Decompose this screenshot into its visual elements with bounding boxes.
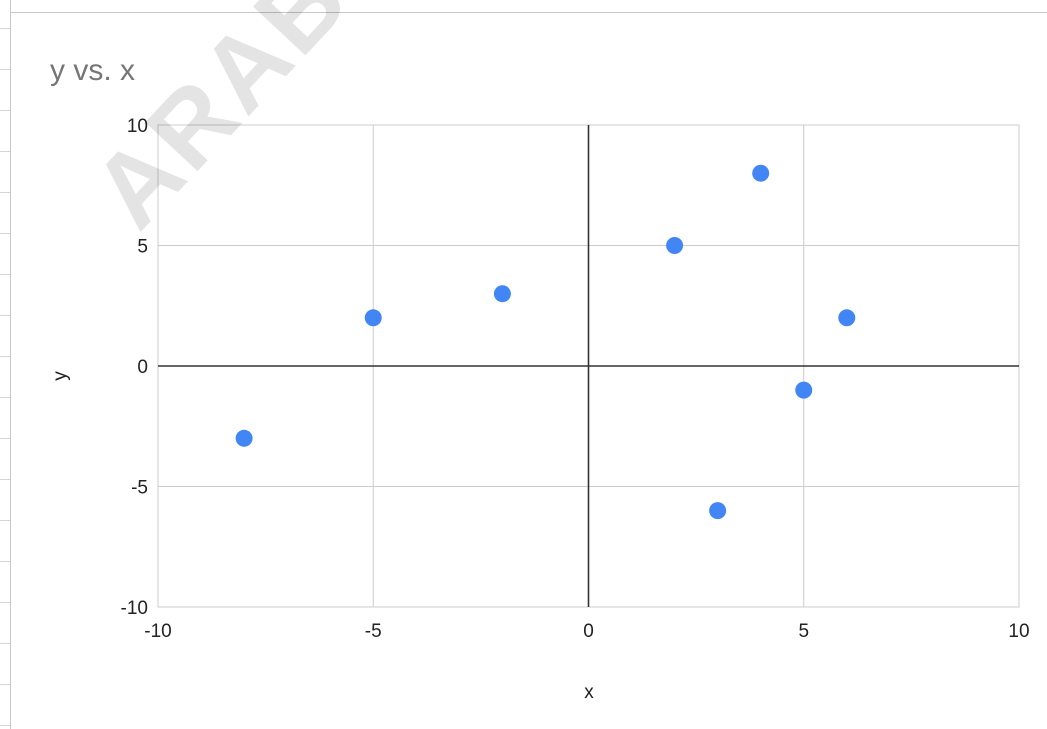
left-ruler-tick <box>0 69 10 70</box>
data-point <box>364 309 382 327</box>
left-ruler-tick <box>0 520 10 521</box>
data-point <box>752 164 770 182</box>
data-point <box>235 429 253 447</box>
y-tick-label: 0 <box>137 357 148 378</box>
data-point <box>493 285 511 303</box>
left-ruler-tick <box>0 151 10 152</box>
data-point <box>795 381 813 399</box>
y-tick-labels: -10 -5 0 5 10 <box>121 116 148 619</box>
zero-axes <box>158 125 1019 607</box>
left-edge-ruler <box>0 0 10 729</box>
y-tick-label: 5 <box>137 237 148 258</box>
x-tick-label: -10 <box>144 621 171 642</box>
left-ruler-tick <box>0 479 10 480</box>
y-axis-label: y <box>50 371 71 381</box>
left-ruler-tick <box>0 725 10 726</box>
left-ruler-tick <box>0 192 10 193</box>
left-ruler-tick <box>0 110 10 111</box>
left-ruler-tick <box>0 561 10 562</box>
left-ruler-tick <box>0 684 10 685</box>
data-point <box>709 502 727 520</box>
left-ruler-tick <box>0 233 10 234</box>
y-tick-label: -10 <box>121 598 148 619</box>
left-ruler-tick <box>0 602 10 603</box>
chart-title: y vs. x <box>50 54 136 87</box>
left-ruler-tick <box>0 315 10 316</box>
x-axis-label: x <box>584 682 594 703</box>
data-point <box>838 309 856 327</box>
left-ruler-tick <box>0 274 10 275</box>
y-tick-label: 10 <box>127 116 148 137</box>
x-tick-label: 10 <box>1008 621 1029 642</box>
left-ruler-tick <box>0 438 10 439</box>
left-border-line <box>10 0 11 729</box>
left-ruler-tick <box>0 28 10 29</box>
x-tick-label: 5 <box>798 621 809 642</box>
x-tick-labels: -10 -5 0 5 10 <box>144 621 1029 642</box>
x-tick-label: 0 <box>583 621 594 642</box>
left-ruler-tick <box>0 643 10 644</box>
left-ruler-tick <box>0 356 10 357</box>
x-tick-label: -5 <box>365 621 382 642</box>
y-tick-label: -5 <box>131 478 148 499</box>
left-ruler-tick <box>0 397 10 398</box>
data-points <box>235 164 856 520</box>
data-point <box>666 237 684 254</box>
top-border-line <box>10 12 1047 13</box>
